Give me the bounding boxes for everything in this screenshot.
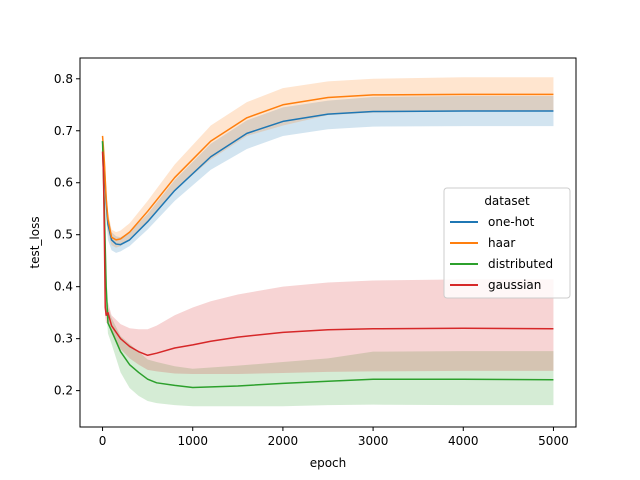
x-tick-label: 5000 [538, 434, 569, 448]
y-tick-label: 0.3 [54, 332, 73, 346]
legend-label-haar: haar [488, 236, 515, 250]
y-tick-label: 0.8 [54, 72, 73, 86]
y-tick-label: 0.7 [54, 124, 73, 138]
x-tick-label: 4000 [448, 434, 479, 448]
x-axis: 0 1000 2000 3000 4000 5000 [99, 427, 569, 448]
legend-box [443, 187, 571, 299]
legend-label-distributed: distributed [488, 257, 553, 271]
legend-label-gaussian: gaussian [488, 278, 541, 292]
x-tick-label: 0 [99, 434, 107, 448]
y-tick-label: 0.2 [54, 384, 73, 398]
y-axis: 0.2 0.3 0.4 0.5 0.6 0.7 0.8 [54, 72, 80, 398]
y-tick-label: 0.4 [54, 280, 73, 294]
confidence-band-gaussian [102, 141, 554, 374]
series-line-haar [101, 93, 554, 241]
x-tick-label: 1000 [177, 434, 208, 448]
y-axis-label: test_loss [28, 216, 42, 268]
x-axis-label: epoch [310, 456, 347, 470]
x-tick-label: 3000 [358, 434, 389, 448]
plot-area [101, 77, 554, 407]
y-tick-label: 0.6 [54, 176, 73, 190]
x-tick-label: 2000 [268, 434, 299, 448]
y-tick-label: 0.5 [54, 228, 73, 242]
series-line-gaussian [101, 151, 554, 357]
plot-frame [79, 57, 577, 428]
legend-label-one-hot: one-hot [488, 215, 535, 229]
series-line-distributed [101, 141, 554, 389]
legend: dataset one-hot haar distributed gaussian [443, 187, 571, 299]
legend-title: dataset [484, 194, 530, 208]
